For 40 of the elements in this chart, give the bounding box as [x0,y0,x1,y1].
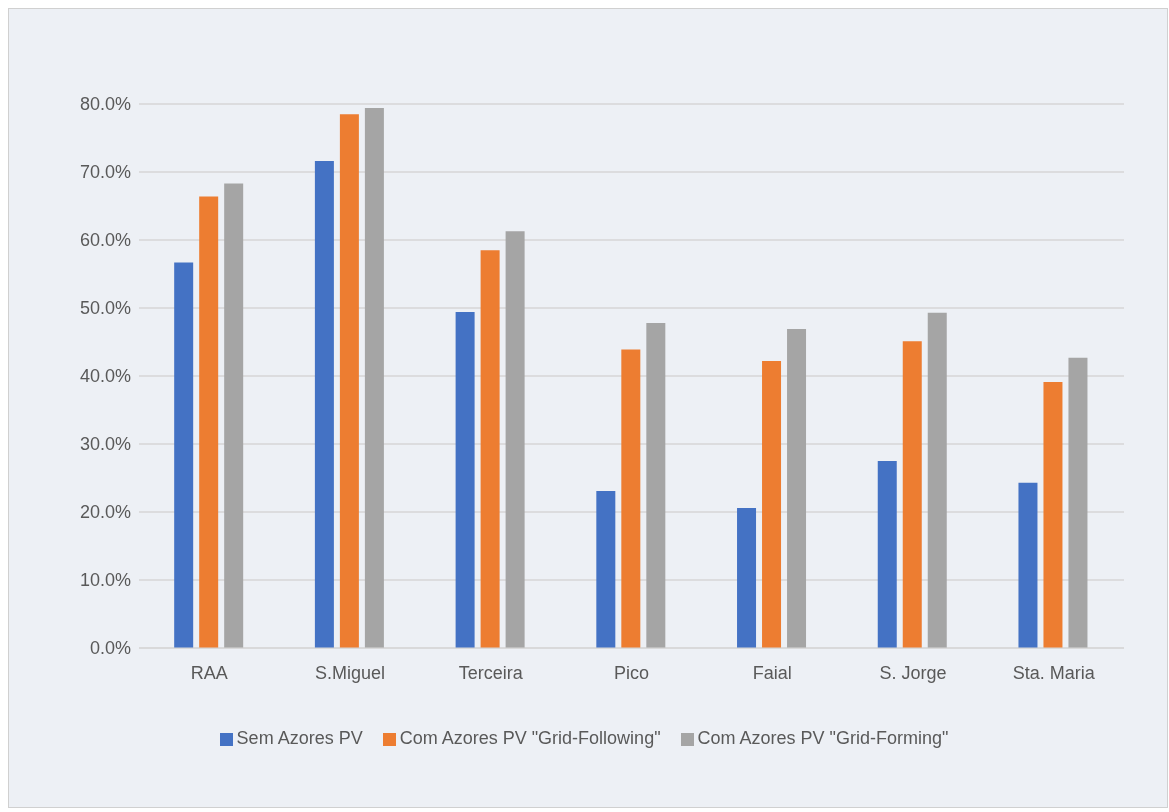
bar [339,114,359,648]
legend-label: Com Azores PV "Grid-Forming" [697,728,949,748]
x-tick-label: Sta. Maria [1012,662,1096,683]
bar [1018,482,1038,648]
bar [455,312,475,648]
y-tick-label: 0.0% [89,638,131,659]
bar [787,329,807,648]
y-tick-label: 80.0% [79,94,131,115]
y-tick-label: 40.0% [79,366,131,387]
bar [505,231,525,648]
y-tick-label: 70.0% [79,162,131,183]
bar [596,490,616,648]
bar [646,322,666,648]
bar [1043,382,1063,648]
bar [737,507,757,648]
bar [224,183,244,648]
x-tick-label: Terceira [458,662,524,683]
bar [364,108,384,648]
bar [927,312,947,648]
x-tick-label: RAA [190,662,228,683]
x-tick-label: S. Jorge [879,662,947,683]
legend-label: Com Azores PV "Grid-Following" [399,728,661,748]
y-tick-label: 10.0% [79,570,131,591]
x-tick-label: Pico [613,662,650,683]
x-tick-label: S.Miguel [315,662,386,683]
bar [1068,357,1088,648]
y-tick-label: 30.0% [79,434,131,455]
bar [621,349,641,648]
bar [314,161,334,648]
legend-label: Sem Azores PV [236,728,363,748]
bar [174,262,194,648]
bar [762,361,782,648]
y-tick-label: 50.0% [79,298,131,319]
y-tick-label: 20.0% [79,502,131,523]
x-tick-label: Faial [752,662,792,683]
y-tick-label: 60.0% [79,230,131,251]
bar [877,461,897,648]
bar [199,196,219,648]
bar [480,250,500,648]
bar [902,341,922,648]
